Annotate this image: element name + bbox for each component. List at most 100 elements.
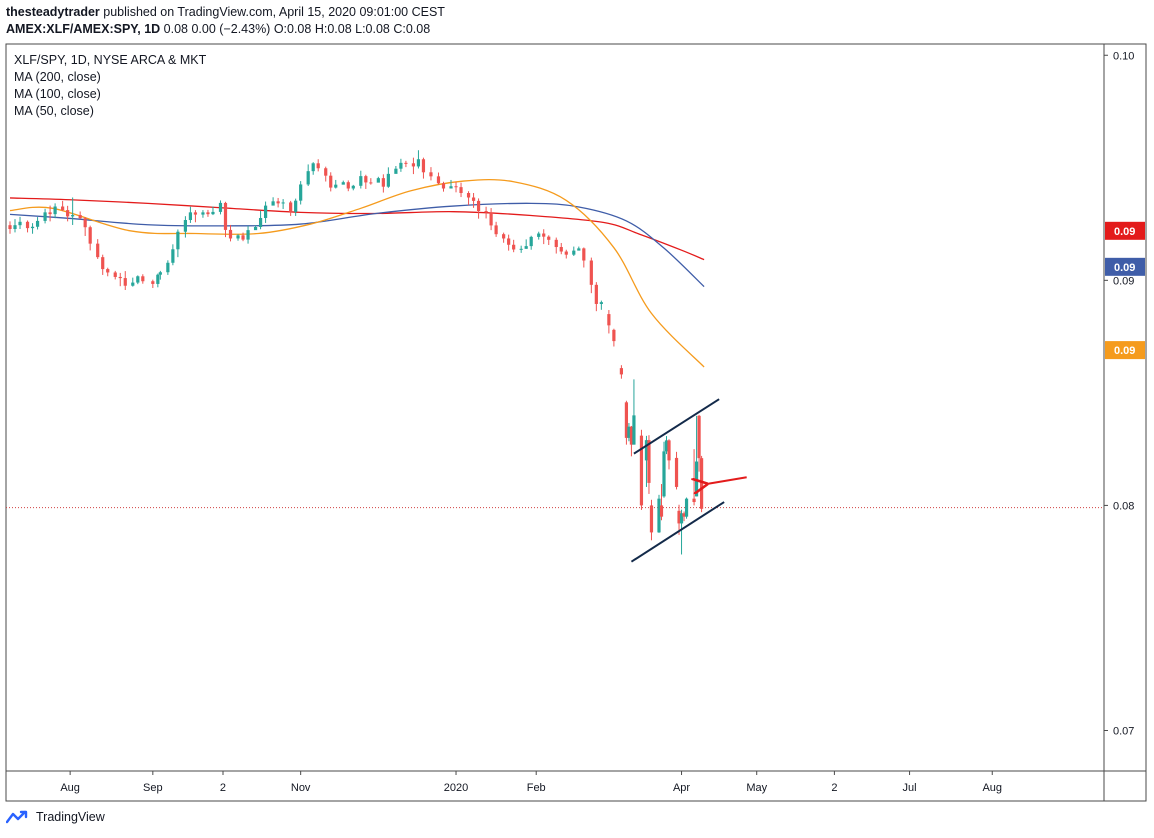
- candle-up: [136, 275, 140, 285]
- candle-up: [632, 379, 636, 445]
- candle-body: [271, 201, 275, 206]
- candle-body: [158, 272, 162, 275]
- chart-header: thesteadytrader published on TradingView…: [6, 4, 445, 38]
- tradingview-logo-icon[interactable]: [6, 810, 32, 824]
- candle-up: [246, 225, 250, 244]
- candle-body: [151, 281, 155, 284]
- candle-down: [512, 239, 516, 253]
- candle-body: [644, 440, 649, 461]
- candle-body: [476, 200, 481, 212]
- candle-body: [258, 217, 263, 227]
- candle-body: [404, 162, 408, 164]
- candle-down: [624, 400, 629, 445]
- candle-body: [664, 440, 669, 452]
- price-axis[interactable]: 0.10 0.09 0.08 0.07: [1104, 50, 1134, 737]
- candle-body: [639, 435, 644, 506]
- candle-down: [123, 271, 127, 291]
- candle-body: [253, 226, 258, 231]
- legend-ma100[interactable]: MA (100, close): [14, 87, 101, 101]
- candle-body: [386, 173, 390, 187]
- candle-body: [629, 426, 634, 445]
- candle-up: [158, 270, 162, 280]
- candle-body: [346, 182, 350, 189]
- channel-lower-trendline[interactable]: [630, 501, 725, 563]
- candle-up: [53, 203, 57, 219]
- candle-down: [411, 157, 416, 175]
- candle-down: [619, 365, 624, 379]
- candle-up: [43, 208, 47, 224]
- candle-body: [649, 505, 654, 533]
- candle-up: [176, 229, 180, 258]
- candle-body: [43, 212, 47, 221]
- candle-body: [141, 276, 145, 282]
- time-axis[interactable]: Aug Sep 2 Nov 2020 Feb Apr May 2 Jul Aug: [60, 771, 1002, 794]
- legend-ma200[interactable]: MA (200, close): [14, 70, 101, 84]
- candle-up: [524, 239, 528, 249]
- candle-up: [71, 197, 75, 225]
- badge-label: 0.09: [1114, 345, 1135, 357]
- candle-body: [466, 193, 471, 198]
- candle-down: [559, 242, 563, 255]
- candle-body: [294, 200, 298, 212]
- legend-title[interactable]: XLF/SPY, 1D, NYSE ARCA & MKT: [14, 53, 207, 67]
- candle-down: [554, 237, 558, 254]
- badge-box: [1105, 221, 1145, 240]
- candle-body: [113, 272, 117, 277]
- candle-up: [644, 435, 649, 487]
- candle-down: [289, 200, 293, 216]
- candle-down: [454, 181, 458, 193]
- candle-down: [459, 182, 463, 198]
- candle-down: [494, 221, 498, 237]
- symbol-label: AMEX:XLF/AMEX:SPY, 1D: [6, 22, 161, 36]
- candle-body: [316, 163, 320, 169]
- candle-body: [659, 505, 664, 517]
- candle-down: [101, 254, 105, 275]
- badge-label: 0.09: [1114, 226, 1135, 238]
- candle-up: [281, 199, 285, 209]
- candle-body: [632, 415, 636, 445]
- candle-body: [341, 182, 345, 185]
- candle-up: [572, 246, 576, 257]
- candle-body: [679, 513, 684, 524]
- footer-brand[interactable]: TradingView: [36, 810, 105, 824]
- footer: TradingView: [6, 810, 105, 824]
- candle-body: [537, 233, 541, 237]
- author-name[interactable]: thesteadytrader: [6, 5, 100, 19]
- candle-body: [594, 284, 598, 304]
- candle-body: [176, 231, 180, 250]
- price-tick-label: 0.07: [1113, 725, 1134, 737]
- candle-body: [246, 230, 250, 240]
- candle-body: [692, 498, 696, 503]
- candle-up: [218, 200, 223, 215]
- candle-down: [48, 205, 52, 222]
- drawings[interactable]: [630, 398, 747, 563]
- candle-up: [449, 179, 453, 189]
- channel-upper-trendline[interactable]: [633, 398, 720, 455]
- price-tick-label: 0.09: [1113, 275, 1134, 287]
- moving-averages: [9, 178, 705, 368]
- candle-down: [484, 206, 488, 219]
- candle-down: [649, 499, 654, 541]
- candle-down: [639, 429, 644, 510]
- candle-body: [599, 302, 603, 304]
- candle-body: [512, 244, 516, 250]
- candle-body: [136, 276, 140, 283]
- candle-body: [554, 239, 558, 248]
- candle-up: [664, 436, 669, 455]
- candle-up: [662, 441, 666, 498]
- candle-body: [364, 176, 368, 183]
- candle-body: [484, 211, 488, 213]
- candle-body: [96, 243, 100, 258]
- candle-body: [682, 513, 686, 517]
- candle-up: [341, 180, 345, 185]
- time-tick-label: Apr: [673, 782, 690, 794]
- candle-up: [30, 223, 35, 234]
- arrow-annotation[interactable]: [707, 476, 747, 484]
- candle-body: [183, 220, 188, 232]
- candle-body: [459, 187, 463, 194]
- candle-body: [118, 276, 122, 279]
- legend-ma50[interactable]: MA (50, close): [14, 104, 94, 118]
- candle-body: [30, 226, 35, 229]
- candle-body: [311, 163, 315, 172]
